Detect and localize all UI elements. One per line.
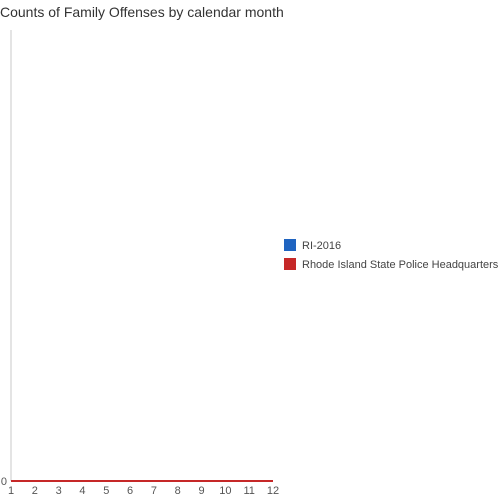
- x-tick-label: 1: [8, 485, 14, 497]
- chart-title: Counts of Family Offenses by calendar mo…: [0, 4, 284, 20]
- x-tick-label: 3: [56, 485, 62, 497]
- x-tick-label: 8: [175, 485, 181, 497]
- x-tick-label: 11: [243, 485, 254, 497]
- y-tick-labels-group: 0: [1, 476, 7, 488]
- x-tick-label: 7: [151, 485, 157, 497]
- x-tick-label: 2: [32, 485, 38, 497]
- legend-label: Rhode Island State Police Headquarters: [302, 259, 499, 271]
- x-tick-label: 10: [219, 485, 231, 497]
- y-tick-label: 0: [1, 476, 7, 488]
- x-tick-labels-group: 1 2 3 4 5 6 7 8 9 10 11 12: [8, 485, 279, 497]
- legend: RI-2016 Rhode Island State Police Headqua…: [284, 239, 499, 271]
- x-tick-label: 9: [198, 485, 204, 497]
- legend-swatch: [284, 239, 296, 251]
- x-tick-label: 12: [267, 485, 279, 497]
- legend-swatch: [284, 258, 296, 270]
- x-tick-label: 5: [103, 485, 109, 497]
- legend-label: RI-2016: [302, 240, 341, 252]
- x-tick-label: 4: [79, 485, 85, 497]
- x-tick-label: 6: [127, 485, 133, 497]
- axes-group: [10, 30, 273, 482]
